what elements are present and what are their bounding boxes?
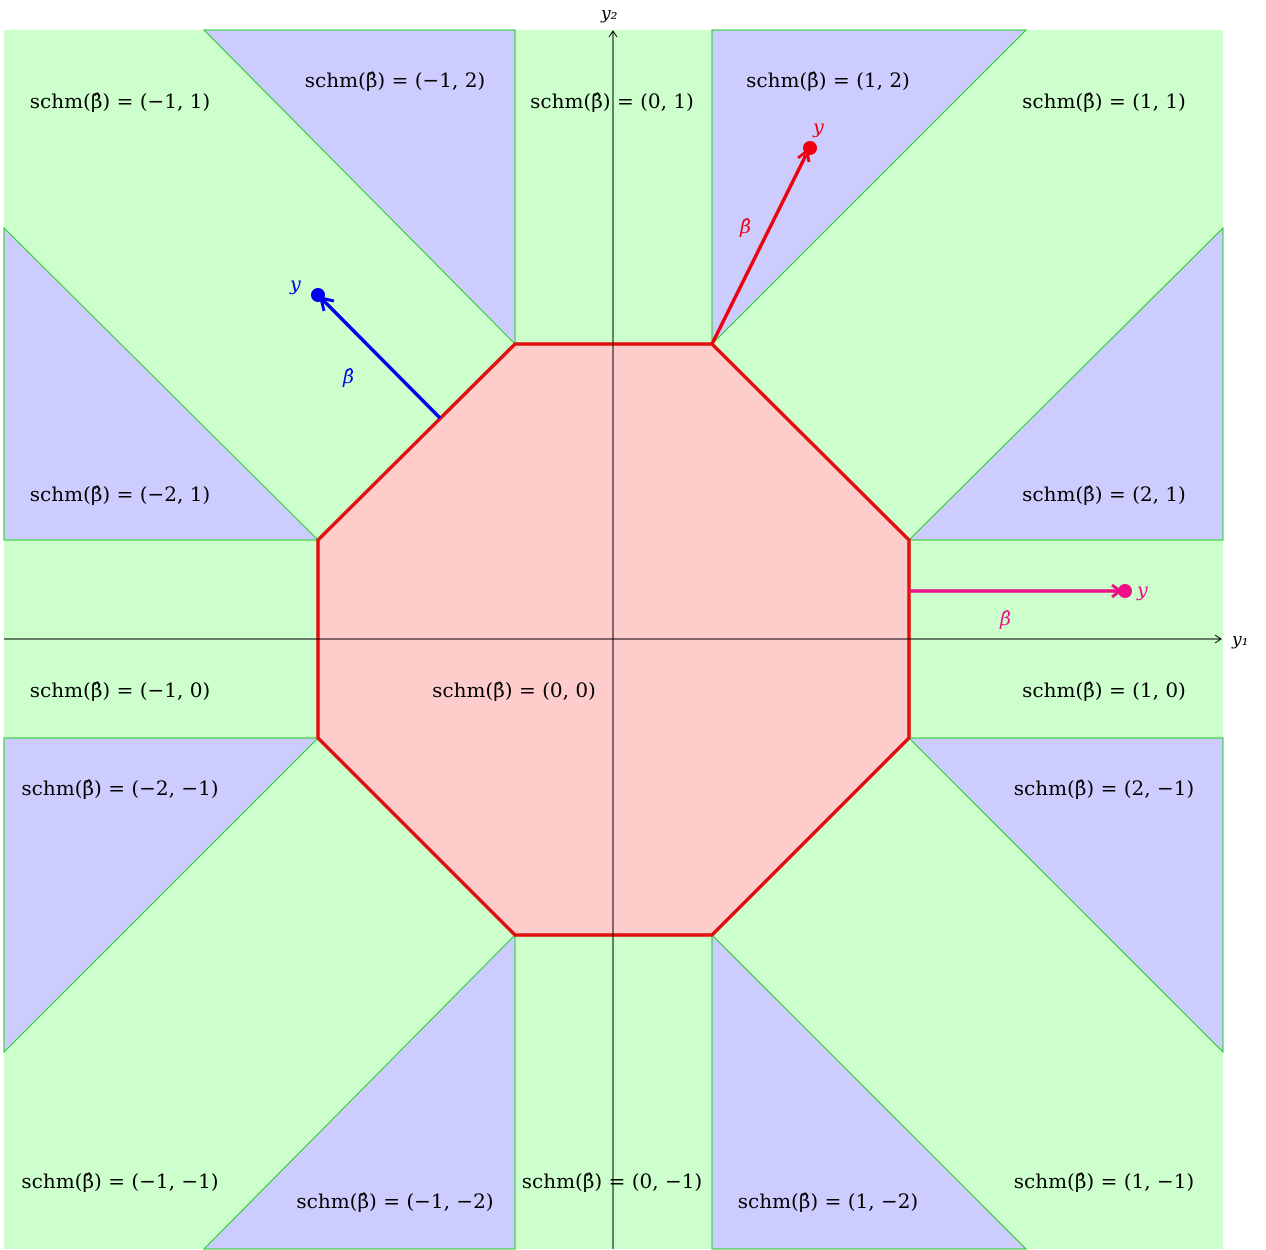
region-label-1-0: schm(β̂) = (1, 0) xyxy=(1022,678,1186,702)
region-label-1-minus2: schm(β̂) = (1, −2) xyxy=(738,1189,918,1213)
region-boundaries xyxy=(4,30,1223,1249)
region-label-1-minus1: schm(β̂) = (1, −1) xyxy=(1014,1169,1194,1193)
region-label-minus2-1: schm(β̂) = (−2, 1) xyxy=(30,482,210,506)
region-label-0-1: schm(β̂) = (0, 1) xyxy=(530,89,694,113)
axes xyxy=(4,30,1222,1249)
region-label-2-minus1: schm(β̂) = (2, −1) xyxy=(1014,776,1194,800)
blue-vector: y β̂ xyxy=(289,273,442,420)
region-label-minus1-minus1: schm(β̂) = (−1, −1) xyxy=(21,1169,218,1193)
region-label-1-1: schm(β̂) = (1, 1) xyxy=(1022,89,1186,113)
magenta-vector: y β̂ xyxy=(909,579,1148,630)
red-point-label: y xyxy=(812,116,824,138)
red-vector-label: β̂ xyxy=(739,216,751,238)
x-axis-label: y₁ xyxy=(1231,630,1248,650)
region-label-2-1: schm(β̂) = (2, 1) xyxy=(1022,482,1186,506)
red-vector: y β̂ xyxy=(710,116,824,345)
blue-point xyxy=(311,288,325,302)
x-axis-arrow xyxy=(1214,634,1222,644)
blue-regions xyxy=(3,29,1224,1250)
region-label-minus1-1: schm(β̂) = (−1, 1) xyxy=(30,89,210,113)
region-label-1-2: schm(β̂) = (1, 2) xyxy=(746,68,910,92)
region-label-0-0: schm(β̂) = (0, 0) xyxy=(432,678,596,702)
region-labels: schm(β̂) = (−1, 1) schm(β̂) = (−1, 2) sc… xyxy=(21,68,1194,1213)
region-label-0-minus1: schm(β̂) = (0, −1) xyxy=(522,1169,702,1193)
magenta-point xyxy=(1118,584,1132,598)
y-axis-arrow xyxy=(608,30,618,38)
blue-point-label: y xyxy=(289,273,301,295)
blue-vector-label: β̂ xyxy=(342,366,354,388)
region-label-minus1-2: schm(β̂) = (−1, 2) xyxy=(305,68,485,92)
red-point xyxy=(803,141,817,155)
magenta-point-label: y xyxy=(1136,579,1148,601)
y-axis-label: y₂ xyxy=(600,4,618,24)
region-label-minus1-0: schm(β̂) = (−1, 0) xyxy=(30,678,210,702)
region-label-minus2-minus1: schm(β̂) = (−2, −1) xyxy=(21,776,218,800)
region-label-minus1-minus2: schm(β̂) = (−1, −2) xyxy=(296,1189,493,1213)
magenta-vector-label: β̂ xyxy=(999,608,1011,630)
